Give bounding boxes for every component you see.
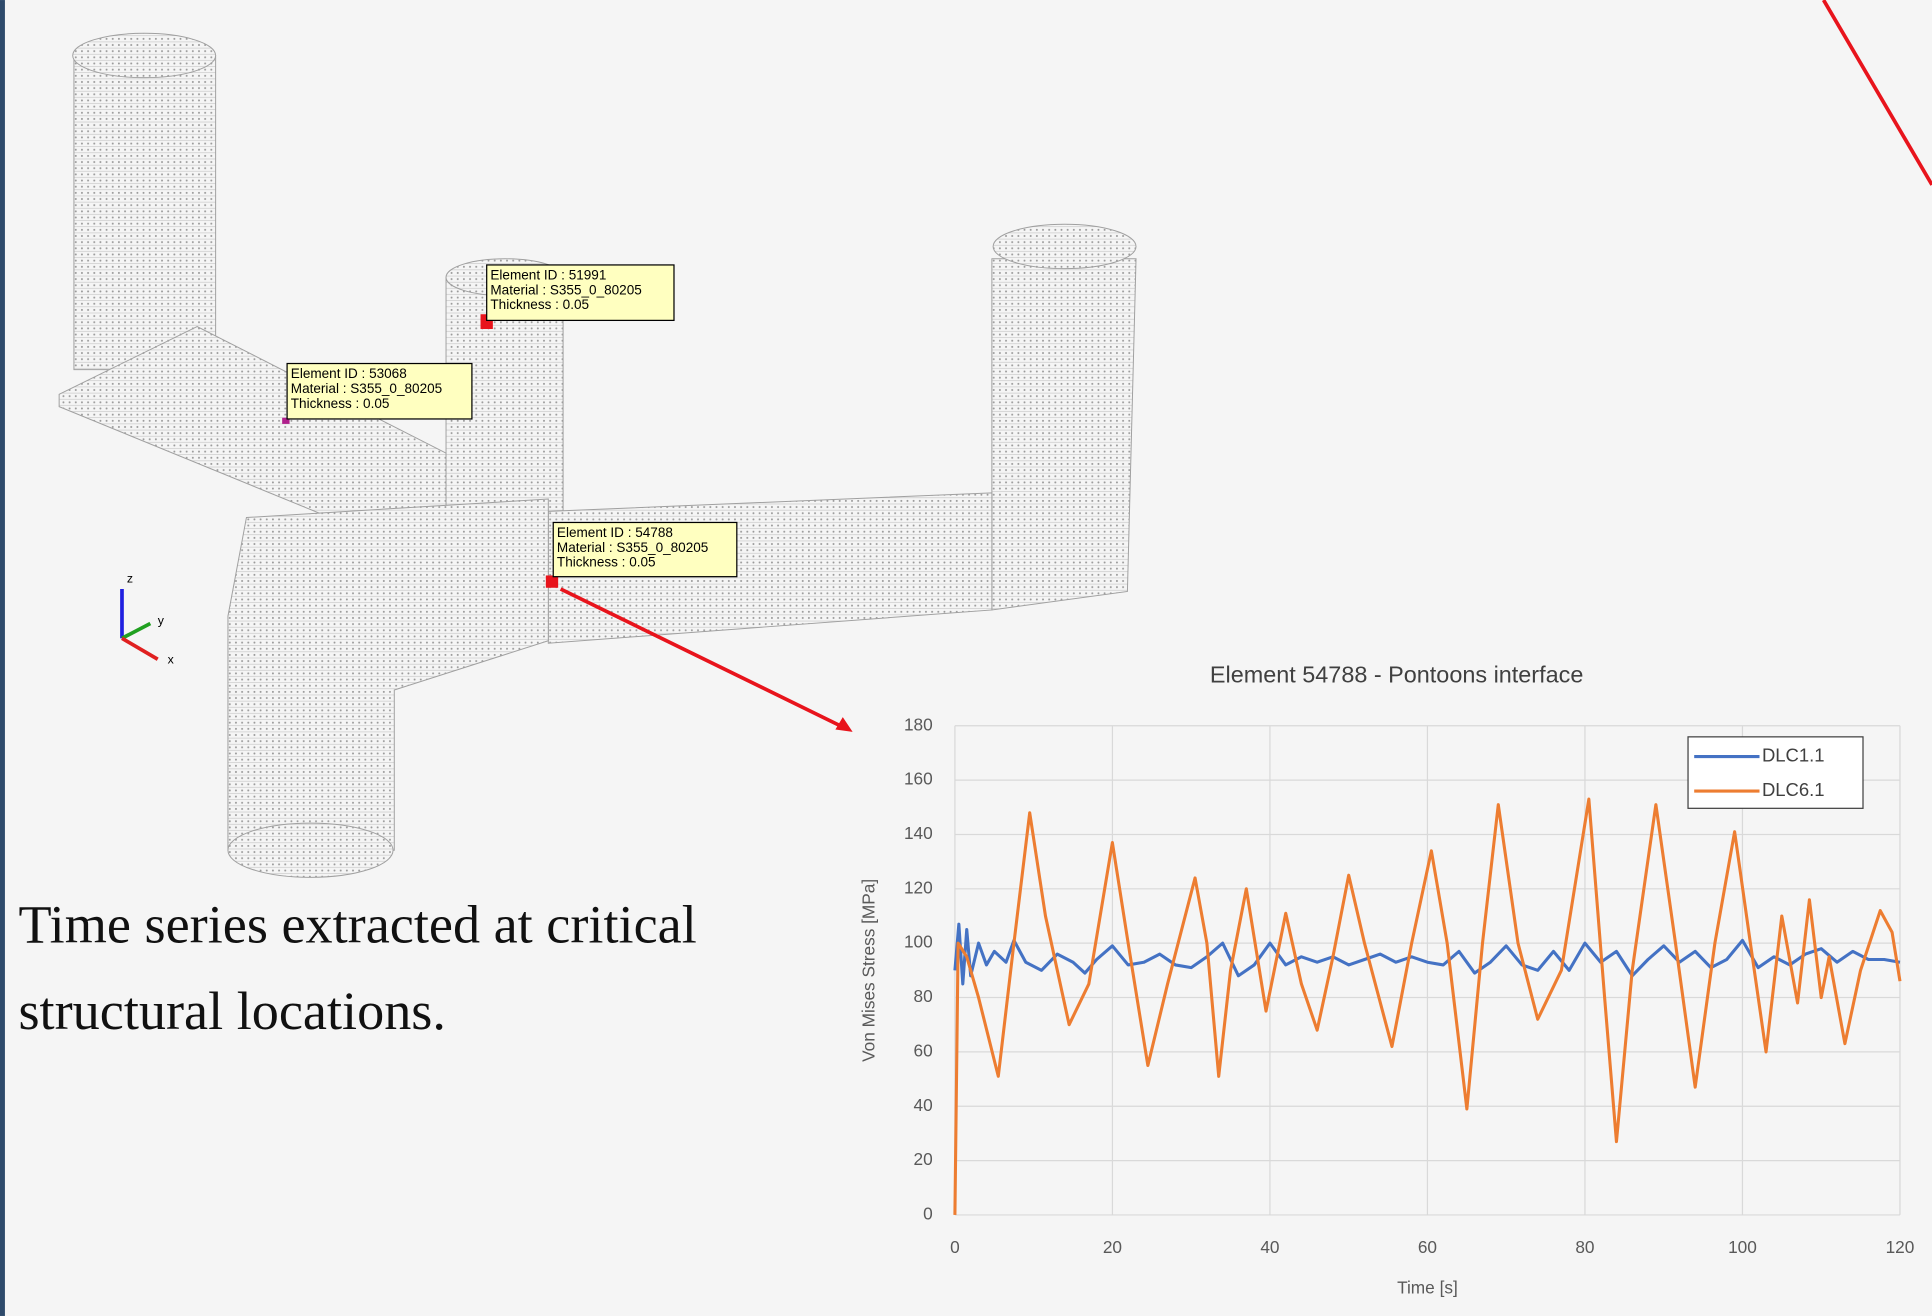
legend-label: DLC6.1 [1762, 779, 1825, 800]
y-tick-label: 60 [914, 1040, 933, 1060]
tooltip-line: Thickness : 0.05 [490, 297, 589, 312]
triad-label: y [158, 613, 165, 627]
chart: Element 54788 - Pontoons interface 0 20 40 6… [858, 662, 1914, 1298]
element-marker [282, 417, 290, 424]
axis-triad: z y x [120, 571, 175, 667]
arrow-head [835, 717, 853, 732]
pointer-line [1821, 0, 1932, 186]
y-tick-label: 0 [923, 1203, 933, 1223]
triad-label: z [127, 571, 133, 585]
y-tick-label: 100 [904, 932, 933, 952]
tooltip-line: Element ID : 51991 [490, 268, 606, 283]
y-tick-label: 80 [914, 986, 933, 1006]
x-tick-label: 40 [1260, 1237, 1279, 1257]
tooltip-line: Thickness : 0.05 [557, 555, 656, 570]
y-tick-label: 180 [904, 714, 933, 734]
tooltip-box [486, 264, 675, 322]
caption-line: Time series extracted at critical [18, 895, 696, 955]
x-tick-label: 20 [1103, 1237, 1122, 1257]
x-tick-label: 0 [950, 1237, 960, 1257]
mesh-model [58, 32, 1137, 878]
x-tick-label: 60 [1418, 1237, 1437, 1257]
y-tick-label: 120 [904, 877, 933, 897]
legend-box [1687, 736, 1864, 809]
x-tick-label: 120 [1886, 1237, 1915, 1257]
x-axis-label: Time [s] [1397, 1277, 1458, 1297]
x-tick-label: 100 [1728, 1237, 1757, 1257]
caption: Time series extracted at critical structu… [18, 895, 696, 1041]
tooltip-line: Element ID : 54788 [557, 525, 673, 540]
y-tick-label: 40 [914, 1095, 933, 1115]
chart-title: Element 54788 - Pontoons interface [1210, 662, 1583, 688]
series-line [953, 922, 1901, 986]
tooltip-line: Material : S355_0_80205 [490, 282, 641, 297]
caption-line: structural locations. [18, 981, 446, 1041]
tooltip-line: Material : S355_0_80205 [291, 381, 442, 396]
series-line [953, 797, 1902, 1215]
triad-label: x [168, 653, 175, 667]
arrow [559, 587, 844, 729]
element-marker [545, 575, 559, 588]
tooltip-box [286, 362, 473, 420]
legend-label: DLC1.1 [1762, 744, 1825, 765]
y-tick-label: 20 [914, 1149, 933, 1169]
y-tick-label: 160 [904, 769, 933, 789]
y-axis-label: Von Mises Stress [MPa] [858, 879, 878, 1062]
tooltip-line: Element ID : 53068 [291, 366, 407, 381]
tooltip-box [552, 521, 738, 578]
y-tick-label: 140 [904, 823, 933, 843]
tooltip-line: Material : S355_0_80205 [557, 540, 708, 555]
x-tick-label: 80 [1575, 1237, 1594, 1257]
left-border [0, 0, 5, 1316]
tooltip-line: Thickness : 0.05 [291, 396, 390, 411]
